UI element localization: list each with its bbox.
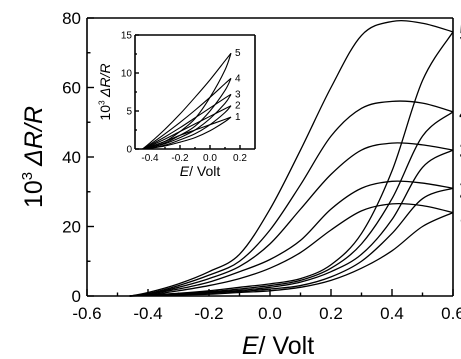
main-y-tick-label: 0 [72, 287, 81, 306]
inset-series-5-reverse-line [142, 53, 232, 150]
main-y-tick-label: 40 [62, 148, 81, 167]
main-x-tick-label: 0.4 [380, 304, 404, 323]
main-series-4-reverse-line [129, 111, 454, 297]
inset-plot: 123 4 5 -0.4 -0.2 0.0 0.2 0 5 10 15 E/ Volt 103 ΔR/R [96, 31, 256, 179]
inset-series-4-forward-line [142, 77, 232, 150]
inset-x-tick-label: 0.0 [203, 153, 217, 164]
main-series-label-2: 2 [459, 176, 461, 203]
inset-series-3-forward-line [142, 93, 232, 150]
main-x-tick-label: -0.2 [194, 304, 223, 323]
inset-y-tick-label: 0 [126, 145, 132, 156]
inset-y-tick-label: 15 [121, 31, 133, 42]
inset-x-axis-label: E/ Volt [180, 163, 221, 179]
main-x-tick-label: -0.4 [133, 304, 162, 323]
inset-y-tick-label: 5 [126, 107, 132, 118]
inset-series-2-forward-line [142, 105, 232, 150]
main-y-axis-label: 103 ΔR/R [19, 106, 48, 208]
inset-series-2-reverse-line [142, 105, 232, 150]
inset-x-tick-label: -0.2 [171, 153, 189, 164]
main-x-tick-label: 0.0 [258, 304, 282, 323]
main-y-tick-label: 20 [62, 217, 81, 236]
main-y-tick-label: 60 [62, 78, 81, 97]
inset-series-label-3: 3 [235, 89, 241, 100]
inset-y-tick-label: 10 [121, 69, 133, 80]
main-series-label-4: 4 [459, 100, 461, 127]
inset-x-tick-label: 0.2 [233, 153, 247, 164]
inset-series-label-4: 4 [235, 73, 241, 84]
main-series-3-forward-line [129, 142, 454, 297]
main-series-label-5: 5 [459, 20, 461, 47]
main-series-label-1: 1 [459, 201, 461, 228]
inset-series-4-reverse-line [142, 78, 232, 150]
inset-x-tick-label: -0.4 [141, 153, 159, 164]
inset-y-axis-label: 103 ΔR/R [96, 63, 113, 120]
main-series-4-forward-line [129, 100, 454, 297]
inset-series-label-1: 1 [235, 112, 241, 123]
main-plot: 12345-0.6-0.4-0.20.00.20.40.6020406080E/… [19, 9, 461, 359]
main-x-axis-label: E/ Volt [242, 332, 314, 359]
inset-series-label-2: 2 [235, 101, 241, 112]
main-x-tick-label: 0.2 [319, 304, 343, 323]
main-series-2-forward-line [129, 180, 454, 297]
main-x-tick-label: -0.6 [72, 304, 101, 323]
inset-series-label-5: 5 [235, 48, 241, 59]
main-y-tick-label: 80 [62, 9, 81, 28]
main-series-1-forward-line [129, 202, 454, 297]
main-series-5-forward-line [129, 19, 454, 297]
main-series-label-3: 3 [459, 138, 461, 165]
inset-series-5-forward-line [142, 52, 232, 150]
main-x-tick-label: 0.6 [441, 304, 461, 323]
